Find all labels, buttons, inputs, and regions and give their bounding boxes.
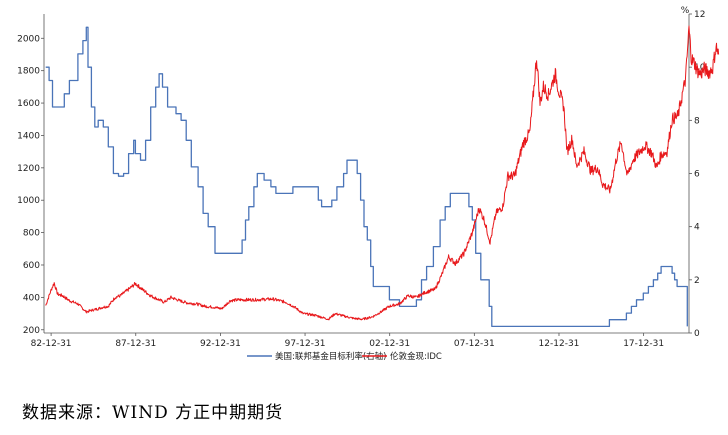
x-tick-label: 07-12-31 (454, 339, 495, 349)
right-tick-label: 8 (694, 116, 700, 126)
right-tick-label: 12 (694, 10, 705, 20)
left-tick-label: 200 (23, 326, 40, 336)
left-tick-label: 800 (23, 229, 40, 239)
x-tick-label: 82-12-31 (31, 339, 72, 349)
gold-vs-fedfunds-chart: 200 400 600 800 1000 1200 1400 1600 1800 2000 0 2 4 6… (17, 6, 720, 362)
right-tick-label: 10 (694, 63, 706, 73)
axes: 200 400 600 800 1000 1200 1400 1600 1800 2000 0 2 4 6… (17, 6, 706, 349)
left-tick-label: 2000 (17, 34, 40, 44)
left-tick-label: 1200 (17, 164, 40, 174)
left-tick-label: 1400 (17, 131, 40, 141)
right-tick-label: 2 (694, 276, 700, 286)
left-tick-label: 1800 (17, 67, 40, 77)
x-tick-label: 02-12-31 (369, 339, 410, 349)
legend-label-fedfunds: 美国:联邦基金目标利率(右轴) (275, 351, 387, 362)
x-tick-label: 87-12-31 (115, 339, 156, 349)
right-tick-label: 6 (694, 170, 700, 180)
left-tick-label: 1000 (17, 196, 40, 206)
legend: 美国:联邦基金目标利率(右轴) 伦敦金现:IDC (247, 351, 442, 362)
series-line-gold (45, 25, 720, 321)
x-tick-label: 17-12-31 (623, 339, 664, 349)
source-note: 数据来源：WIND 方正中期期货 (22, 403, 284, 423)
series-line-fedfunds (45, 26, 688, 328)
right-tick-label: 0 (694, 329, 700, 339)
x-tick-label: 97-12-31 (285, 339, 326, 349)
left-tick-label: 1600 (17, 99, 40, 109)
right-tick-label: 4 (694, 223, 700, 233)
series-layer (45, 25, 720, 328)
left-tick-label: 400 (23, 293, 40, 303)
left-tick-label: 600 (23, 261, 40, 271)
right-axis-unit: % (681, 6, 690, 16)
x-tick-label: 92-12-31 (200, 339, 241, 349)
legend-label-gold: 伦敦金现:IDC (390, 351, 442, 362)
x-tick-label: 12-12-31 (539, 339, 580, 349)
